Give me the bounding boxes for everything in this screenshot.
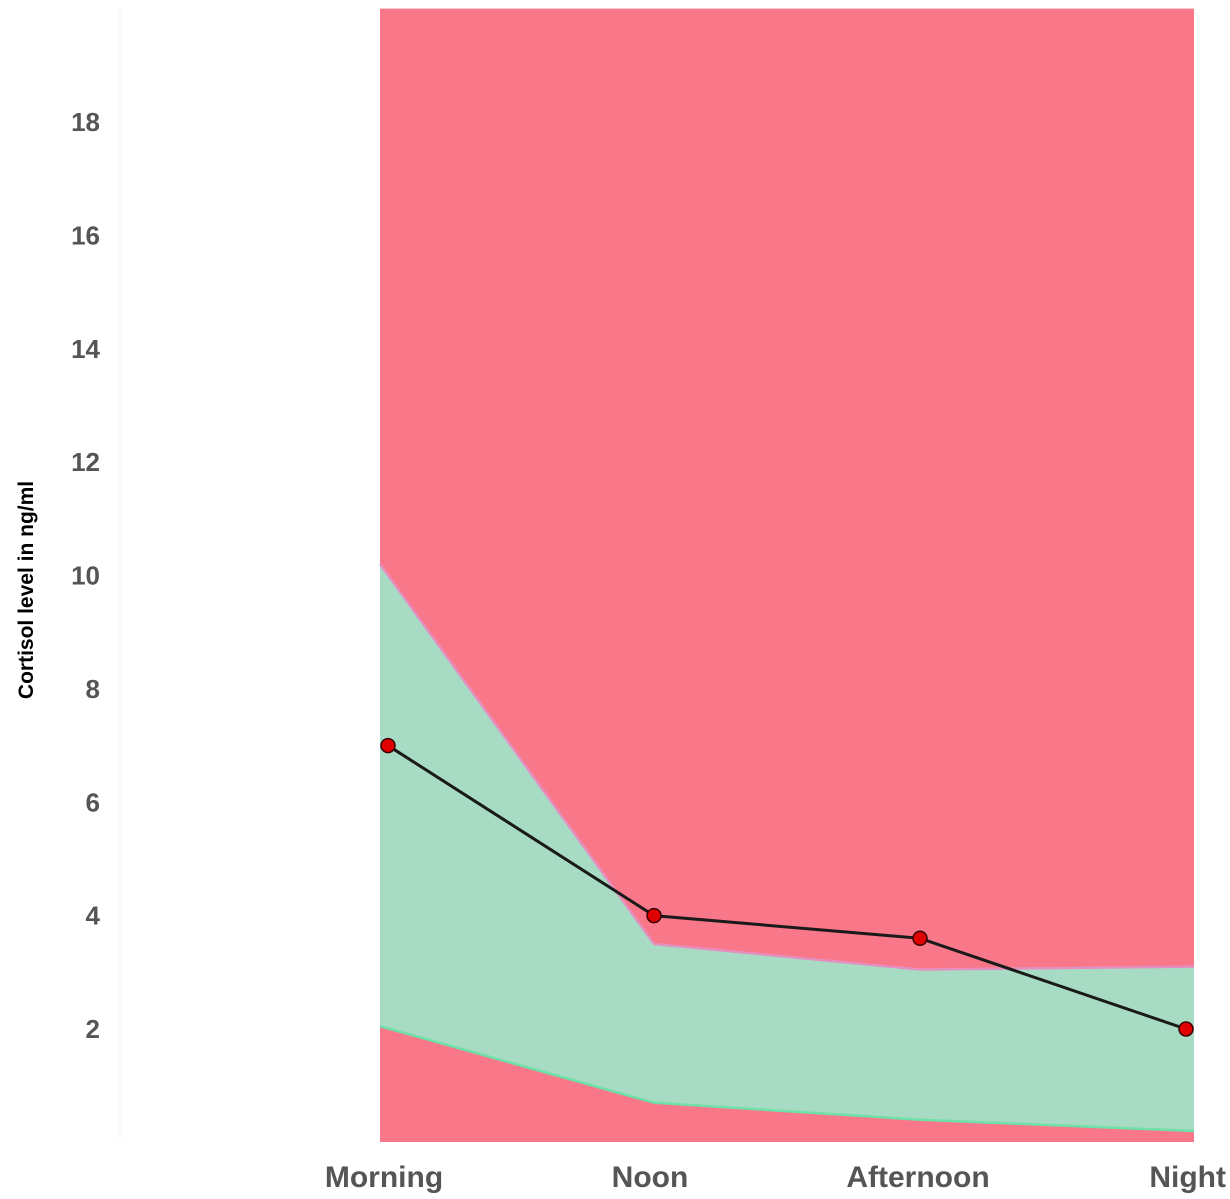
series-layer	[380, 737, 1194, 1037]
band-low-range	[380, 1026, 1194, 1142]
y-tick-label: 6	[86, 787, 100, 817]
y-tick-label: 12	[71, 447, 100, 477]
x-tick-label-night: Night	[1149, 1161, 1226, 1194]
x-tick-label-noon: Noon	[612, 1161, 689, 1194]
band-normal-range	[380, 564, 1194, 1132]
y-tick-label: 10	[71, 561, 100, 591]
y-axis-label: Cortisol level in ng/ml	[15, 481, 38, 699]
band-boundary-normal-range	[378, 563, 1195, 971]
x-tick-label-morning: Morning	[325, 1161, 443, 1194]
y-tick-label: 16	[71, 220, 100, 250]
x-tick-labels: Morning Noon Afternoon Night	[325, 1161, 1226, 1194]
series-line	[387, 744, 1187, 1031]
y-tick-label: 2	[86, 1014, 100, 1044]
data-point-afternoon	[912, 930, 928, 947]
y-tick-label: 4	[86, 901, 101, 931]
x-tick-label-afternoon: Afternoon	[846, 1161, 989, 1194]
y-tick-label: 18	[71, 107, 100, 137]
band-high-range	[380, 8, 1194, 970]
bands-layer	[378, 8, 1195, 1142]
data-point-noon	[646, 907, 662, 924]
y-tick-label: 8	[86, 674, 100, 704]
data-point-morning	[380, 737, 396, 754]
y-tick-labels: 2 4 6 8 10 12 14 16 18	[71, 107, 100, 1044]
y-tick-label: 14	[71, 334, 100, 364]
data-point-night	[1178, 1021, 1194, 1037]
band-boundary-low-range	[379, 1024, 1195, 1133]
